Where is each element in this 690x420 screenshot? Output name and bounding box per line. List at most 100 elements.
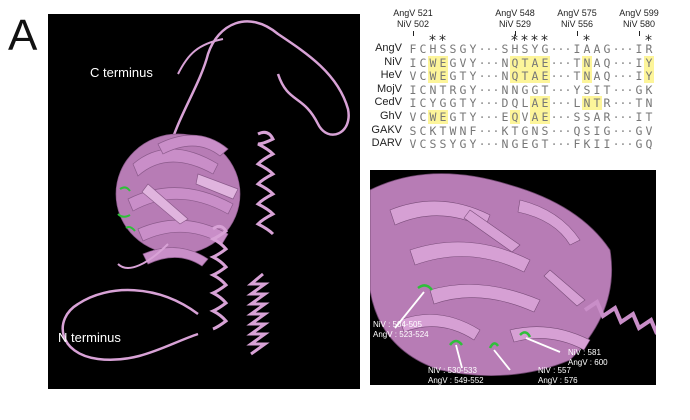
- residue: K: [645, 82, 653, 97]
- residue: Q: [510, 110, 520, 124]
- gap-dots: ···: [612, 82, 634, 97]
- residue: S: [449, 42, 457, 56]
- gap-dots: ···: [478, 82, 500, 97]
- gap-dots: ···: [478, 110, 500, 124]
- residue: Q: [603, 55, 611, 70]
- residue: C: [419, 55, 427, 70]
- residue: G: [521, 123, 529, 138]
- residue: S: [541, 123, 549, 138]
- residue: S: [439, 42, 447, 56]
- residue: N: [501, 69, 509, 84]
- ref-angv-1: AngV 548: [495, 8, 535, 18]
- ref-niv-0: NiV 502: [396, 19, 430, 29]
- residue: I: [593, 137, 601, 152]
- annotation-4-niv: NiV : 581: [568, 348, 601, 357]
- residue: N: [429, 82, 437, 97]
- residue: Q: [510, 69, 520, 84]
- residue: S: [573, 110, 581, 124]
- gap-dots: ···: [612, 137, 634, 152]
- gap-dots: ···: [612, 55, 634, 70]
- conservation-star: *: [541, 33, 548, 49]
- residue: G: [449, 96, 457, 111]
- residue: S: [583, 110, 591, 124]
- panel-a-letter: A: [8, 11, 38, 60]
- residue: V: [459, 55, 467, 70]
- residue: S: [429, 137, 437, 152]
- residue: Y: [469, 69, 477, 84]
- residue: V: [409, 137, 417, 152]
- species-label-niv: NiV: [384, 55, 402, 68]
- conservation-star: *: [531, 33, 538, 49]
- residue: I: [409, 55, 417, 70]
- residue: I: [635, 110, 643, 124]
- residue: G: [449, 110, 457, 124]
- residue: W: [428, 55, 438, 70]
- residue: Y: [469, 82, 477, 97]
- residue: C: [419, 123, 427, 138]
- residue: Y: [469, 110, 477, 124]
- annotation-1: NiV : 504-505 AngV : 523-524: [373, 320, 429, 339]
- residue: E: [521, 137, 529, 152]
- residue: A: [593, 55, 601, 70]
- residue: I: [573, 42, 581, 56]
- residue: N: [459, 123, 467, 138]
- species-label-angv: AngV: [375, 42, 402, 54]
- residue: T: [541, 82, 549, 97]
- residue: N: [501, 55, 509, 70]
- residue: K: [429, 123, 437, 138]
- species-label-gakv: GAKV: [371, 123, 402, 136]
- residue: R: [603, 96, 611, 111]
- ref-tick-3: [639, 31, 640, 36]
- annotation-4: NiV : 581 AngV : 600: [568, 348, 608, 367]
- residue: R: [603, 110, 611, 124]
- residue: G: [531, 137, 539, 152]
- residue: I: [593, 82, 601, 97]
- ref-tick-2: [577, 31, 578, 36]
- c-terminus-label: C terminus: [90, 65, 153, 80]
- residue: G: [449, 55, 457, 70]
- gap-dots: ···: [478, 96, 500, 111]
- annotation-4-angv: AngV : 600: [568, 357, 608, 367]
- residue: V: [645, 123, 653, 138]
- residue: T: [645, 110, 653, 124]
- residue: C: [419, 42, 427, 56]
- residue: T: [603, 82, 611, 97]
- residue: T: [541, 137, 549, 152]
- annotation-1-angv: AngV : 523-524: [373, 329, 429, 339]
- residue: K: [501, 123, 509, 138]
- conservation-star: *: [583, 33, 590, 49]
- species-label-cedv: CedV: [374, 96, 402, 109]
- gap-dots: ···: [550, 96, 572, 111]
- residue: E: [540, 110, 550, 124]
- residue: L: [521, 96, 529, 111]
- conservation-star: *: [645, 33, 652, 49]
- gap-dots: ···: [612, 123, 634, 138]
- ref-label-0: AngV 521 NiV 502: [385, 8, 441, 30]
- residue: A: [593, 42, 601, 56]
- residue: S: [409, 123, 417, 138]
- residue: Y: [449, 137, 457, 152]
- gap-dots: ···: [478, 42, 500, 56]
- residue: N: [582, 96, 592, 111]
- residue: G: [635, 137, 643, 152]
- residue: Q: [511, 96, 519, 111]
- residue: E: [540, 96, 550, 111]
- residue: C: [419, 110, 427, 124]
- residue: A: [530, 96, 540, 111]
- residue: V: [409, 69, 417, 84]
- residue: S: [439, 137, 447, 152]
- residue: E: [438, 110, 448, 124]
- annotation-2: NiV : 530-533 AngV : 549-552: [428, 366, 484, 385]
- residue: A: [583, 42, 591, 56]
- residue: Y: [469, 42, 477, 56]
- residue: A: [593, 69, 601, 84]
- residue: N: [501, 82, 509, 97]
- residue: Y: [469, 96, 477, 111]
- ref-niv-2: NiV 556: [560, 19, 594, 29]
- residue: G: [635, 123, 643, 138]
- residue: N: [582, 69, 592, 84]
- gap-dots: ···: [478, 137, 500, 152]
- ref-angv-3: AngV 599: [619, 8, 659, 18]
- residue: G: [459, 82, 467, 97]
- residue: G: [521, 82, 529, 97]
